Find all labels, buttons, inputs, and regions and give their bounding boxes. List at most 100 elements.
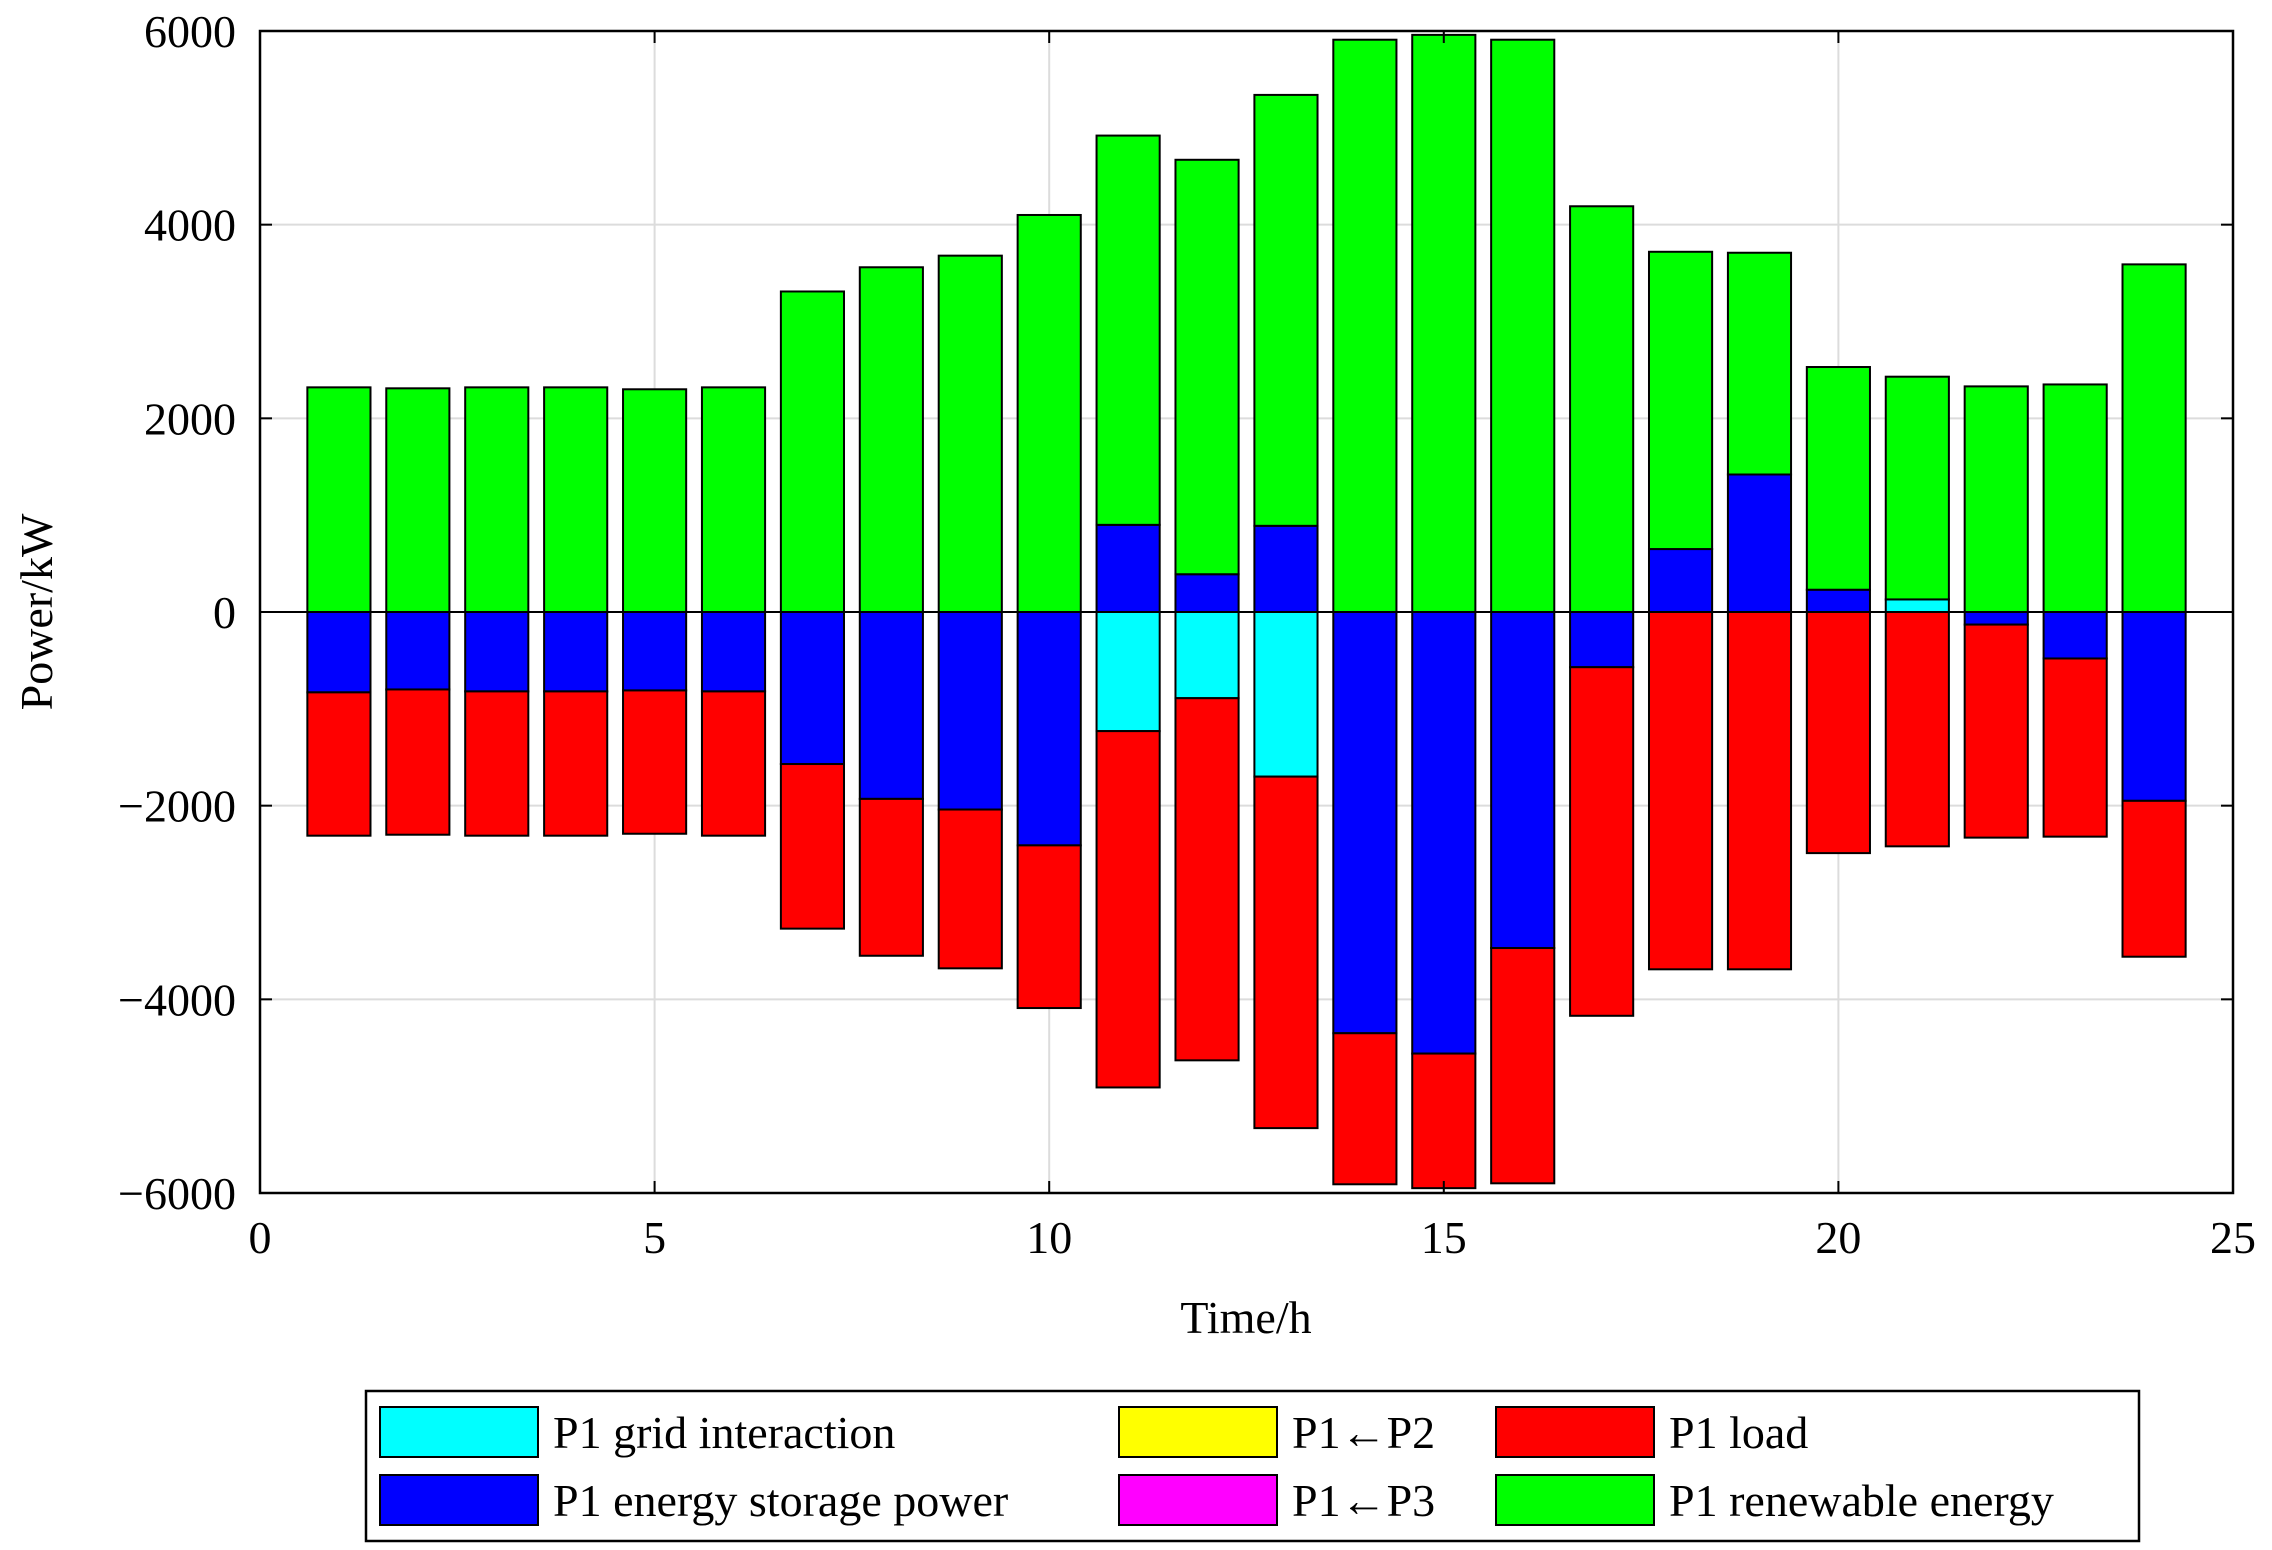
bar-segment-t17-series-4 [1569, 666, 1635, 1017]
bar-segment-t13-series-0 [1253, 611, 1319, 778]
x-tick-label-5: 25 [2210, 1212, 2256, 1263]
bar-segment-t24-series-5 [2121, 263, 2187, 613]
bar-segment-t22-series-5 [1963, 385, 2029, 613]
bar-segment-t3-series-5 [464, 386, 530, 614]
bar-segment-t24-series-4 [2121, 799, 2187, 958]
bar-segment-t8-series-1 [858, 611, 924, 800]
x-tick-label-0: 0 [249, 1212, 272, 1263]
bar-segment-t18-series-5 [1647, 250, 1714, 551]
bar-segment-t1-series-5 [306, 386, 372, 614]
legend-swatch-4 [1495, 1406, 1655, 1458]
bar-segment-t14-series-5 [1332, 38, 1398, 613]
bar-segment-t12-series-0 [1174, 611, 1240, 700]
bar-segment-t15-series-1 [1411, 611, 1477, 1055]
bar-segment-t4-series-1 [543, 611, 609, 693]
bar-segment-t7-series-5 [779, 290, 846, 613]
legend-label-2: P1←P2 [1292, 1407, 1435, 1458]
bar-segment-t6-series-5 [700, 386, 767, 614]
bar-segment-t16-series-4 [1490, 947, 1556, 1185]
bar-segment-t2-series-4 [385, 688, 451, 836]
legend-label-4: P1 load [1669, 1407, 1808, 1458]
bar-segment-t17-series-1 [1569, 611, 1635, 669]
bar-segment-t2-series-5 [385, 387, 451, 613]
bar-segment-t6-series-4 [700, 690, 767, 837]
x-tick-label-3: 15 [1421, 1212, 1467, 1263]
bar-segment-t17-series-5 [1569, 205, 1635, 613]
bar-segment-t23-series-5 [2042, 383, 2108, 614]
bar-segment-t7-series-1 [779, 611, 846, 766]
bar-segment-t12-series-4 [1174, 697, 1240, 1062]
bar-segment-t22-series-4 [1963, 623, 2029, 839]
bar-segment-t20-series-5 [1805, 366, 1871, 591]
bar-segment-t4-series-4 [543, 690, 609, 837]
bar-segment-t1-series-4 [306, 691, 372, 837]
y-tick-label-6: 6000 [144, 6, 236, 57]
y-tick-label-3: 0 [213, 587, 236, 638]
x-axis-title: Time/h [1180, 1292, 1311, 1343]
bar-segment-t11-series-5 [1095, 134, 1161, 526]
legend-label-3: P1←P3 [1292, 1475, 1435, 1526]
bar-segment-t21-series-4 [1884, 611, 1950, 848]
y-tick-label-4: 2000 [144, 393, 236, 444]
legend-label-1: P1 energy storage power [553, 1475, 1008, 1526]
bar-segment-t16-series-5 [1490, 38, 1556, 613]
bar-segment-t11-series-0 [1095, 611, 1161, 733]
y-tick-label-0: −6000 [118, 1168, 236, 1219]
bar-segment-t2-series-1 [385, 611, 451, 691]
legend-items: P1 grid interaction P1 energy storage pow… [379, 1406, 2054, 1526]
bar-segment-t19-series-5 [1726, 251, 1793, 476]
bar-segment-t9-series-5 [937, 254, 1003, 614]
bar-segment-t14-series-4 [1332, 1032, 1398, 1186]
bar-segment-t13-series-4 [1253, 775, 1319, 1130]
bar-segment-t13-series-5 [1253, 93, 1319, 527]
bar-segment-t12-series-5 [1174, 158, 1240, 576]
bar-segment-t5-series-1 [622, 611, 688, 692]
bar-segment-t9-series-4 [937, 808, 1003, 970]
bar-segment-t22-series-1 [1963, 611, 2029, 626]
bar-segment-t3-series-4 [464, 690, 530, 837]
bar-segment-t13-series-1 [1253, 524, 1319, 614]
y-axis-title: Power/kW [11, 513, 62, 710]
bar-segment-t19-series-1 [1726, 473, 1793, 613]
bar-segment-t11-series-4 [1095, 730, 1161, 1089]
bar-segment-t11-series-1 [1095, 523, 1161, 613]
bar-segment-t5-series-5 [622, 388, 688, 613]
legend-swatch-3 [1118, 1474, 1278, 1526]
bar-segment-t15-series-5 [1411, 33, 1477, 613]
legend-swatch-2 [1118, 1406, 1278, 1458]
bar-segment-t3-series-1 [464, 611, 530, 693]
legend-swatch-5 [1495, 1474, 1655, 1526]
bar-segment-t10-series-4 [1016, 844, 1082, 1010]
y-tick-label-5: 4000 [144, 200, 236, 251]
bar-segment-t23-series-1 [2042, 611, 2108, 660]
bars [306, 33, 2187, 1190]
bar-segment-t21-series-5 [1884, 375, 1950, 601]
bar-segment-t20-series-4 [1805, 611, 1871, 855]
bar-segment-t18-series-4 [1647, 611, 1714, 971]
bar-segment-t14-series-1 [1332, 611, 1398, 1035]
legend-swatch-0 [379, 1406, 539, 1458]
bar-segment-t7-series-4 [779, 763, 846, 930]
bar-segment-t10-series-1 [1016, 611, 1082, 847]
y-tick-label-1: −4000 [118, 974, 236, 1025]
bar-segment-t9-series-1 [937, 611, 1003, 811]
legend-label-0: P1 grid interaction [553, 1407, 895, 1458]
bar-segment-t19-series-4 [1726, 611, 1793, 971]
bar-segment-t15-series-4 [1411, 1052, 1477, 1190]
bar-segment-t8-series-4 [858, 797, 924, 957]
legend: P1 grid interaction P1 energy storage pow… [364, 1389, 2141, 1543]
legend-label-5: P1 renewable energy [1669, 1475, 2054, 1526]
x-tick-label-2: 10 [1026, 1212, 1072, 1263]
bar-segment-t21-series-0 [1884, 598, 1950, 614]
bar-segment-t4-series-5 [543, 386, 609, 614]
bar-segment-t5-series-4 [622, 689, 688, 835]
y-tick-label-2: −2000 [118, 781, 236, 832]
x-tick-label-1: 5 [643, 1212, 666, 1263]
bar-segment-t23-series-4 [2042, 657, 2108, 838]
bar-segment-t16-series-1 [1490, 611, 1556, 950]
bar-segment-t8-series-5 [858, 266, 924, 613]
bar-segment-t18-series-1 [1647, 548, 1714, 614]
bar-segment-t6-series-1 [700, 611, 767, 693]
x-tick-label-4: 20 [1815, 1212, 1861, 1263]
